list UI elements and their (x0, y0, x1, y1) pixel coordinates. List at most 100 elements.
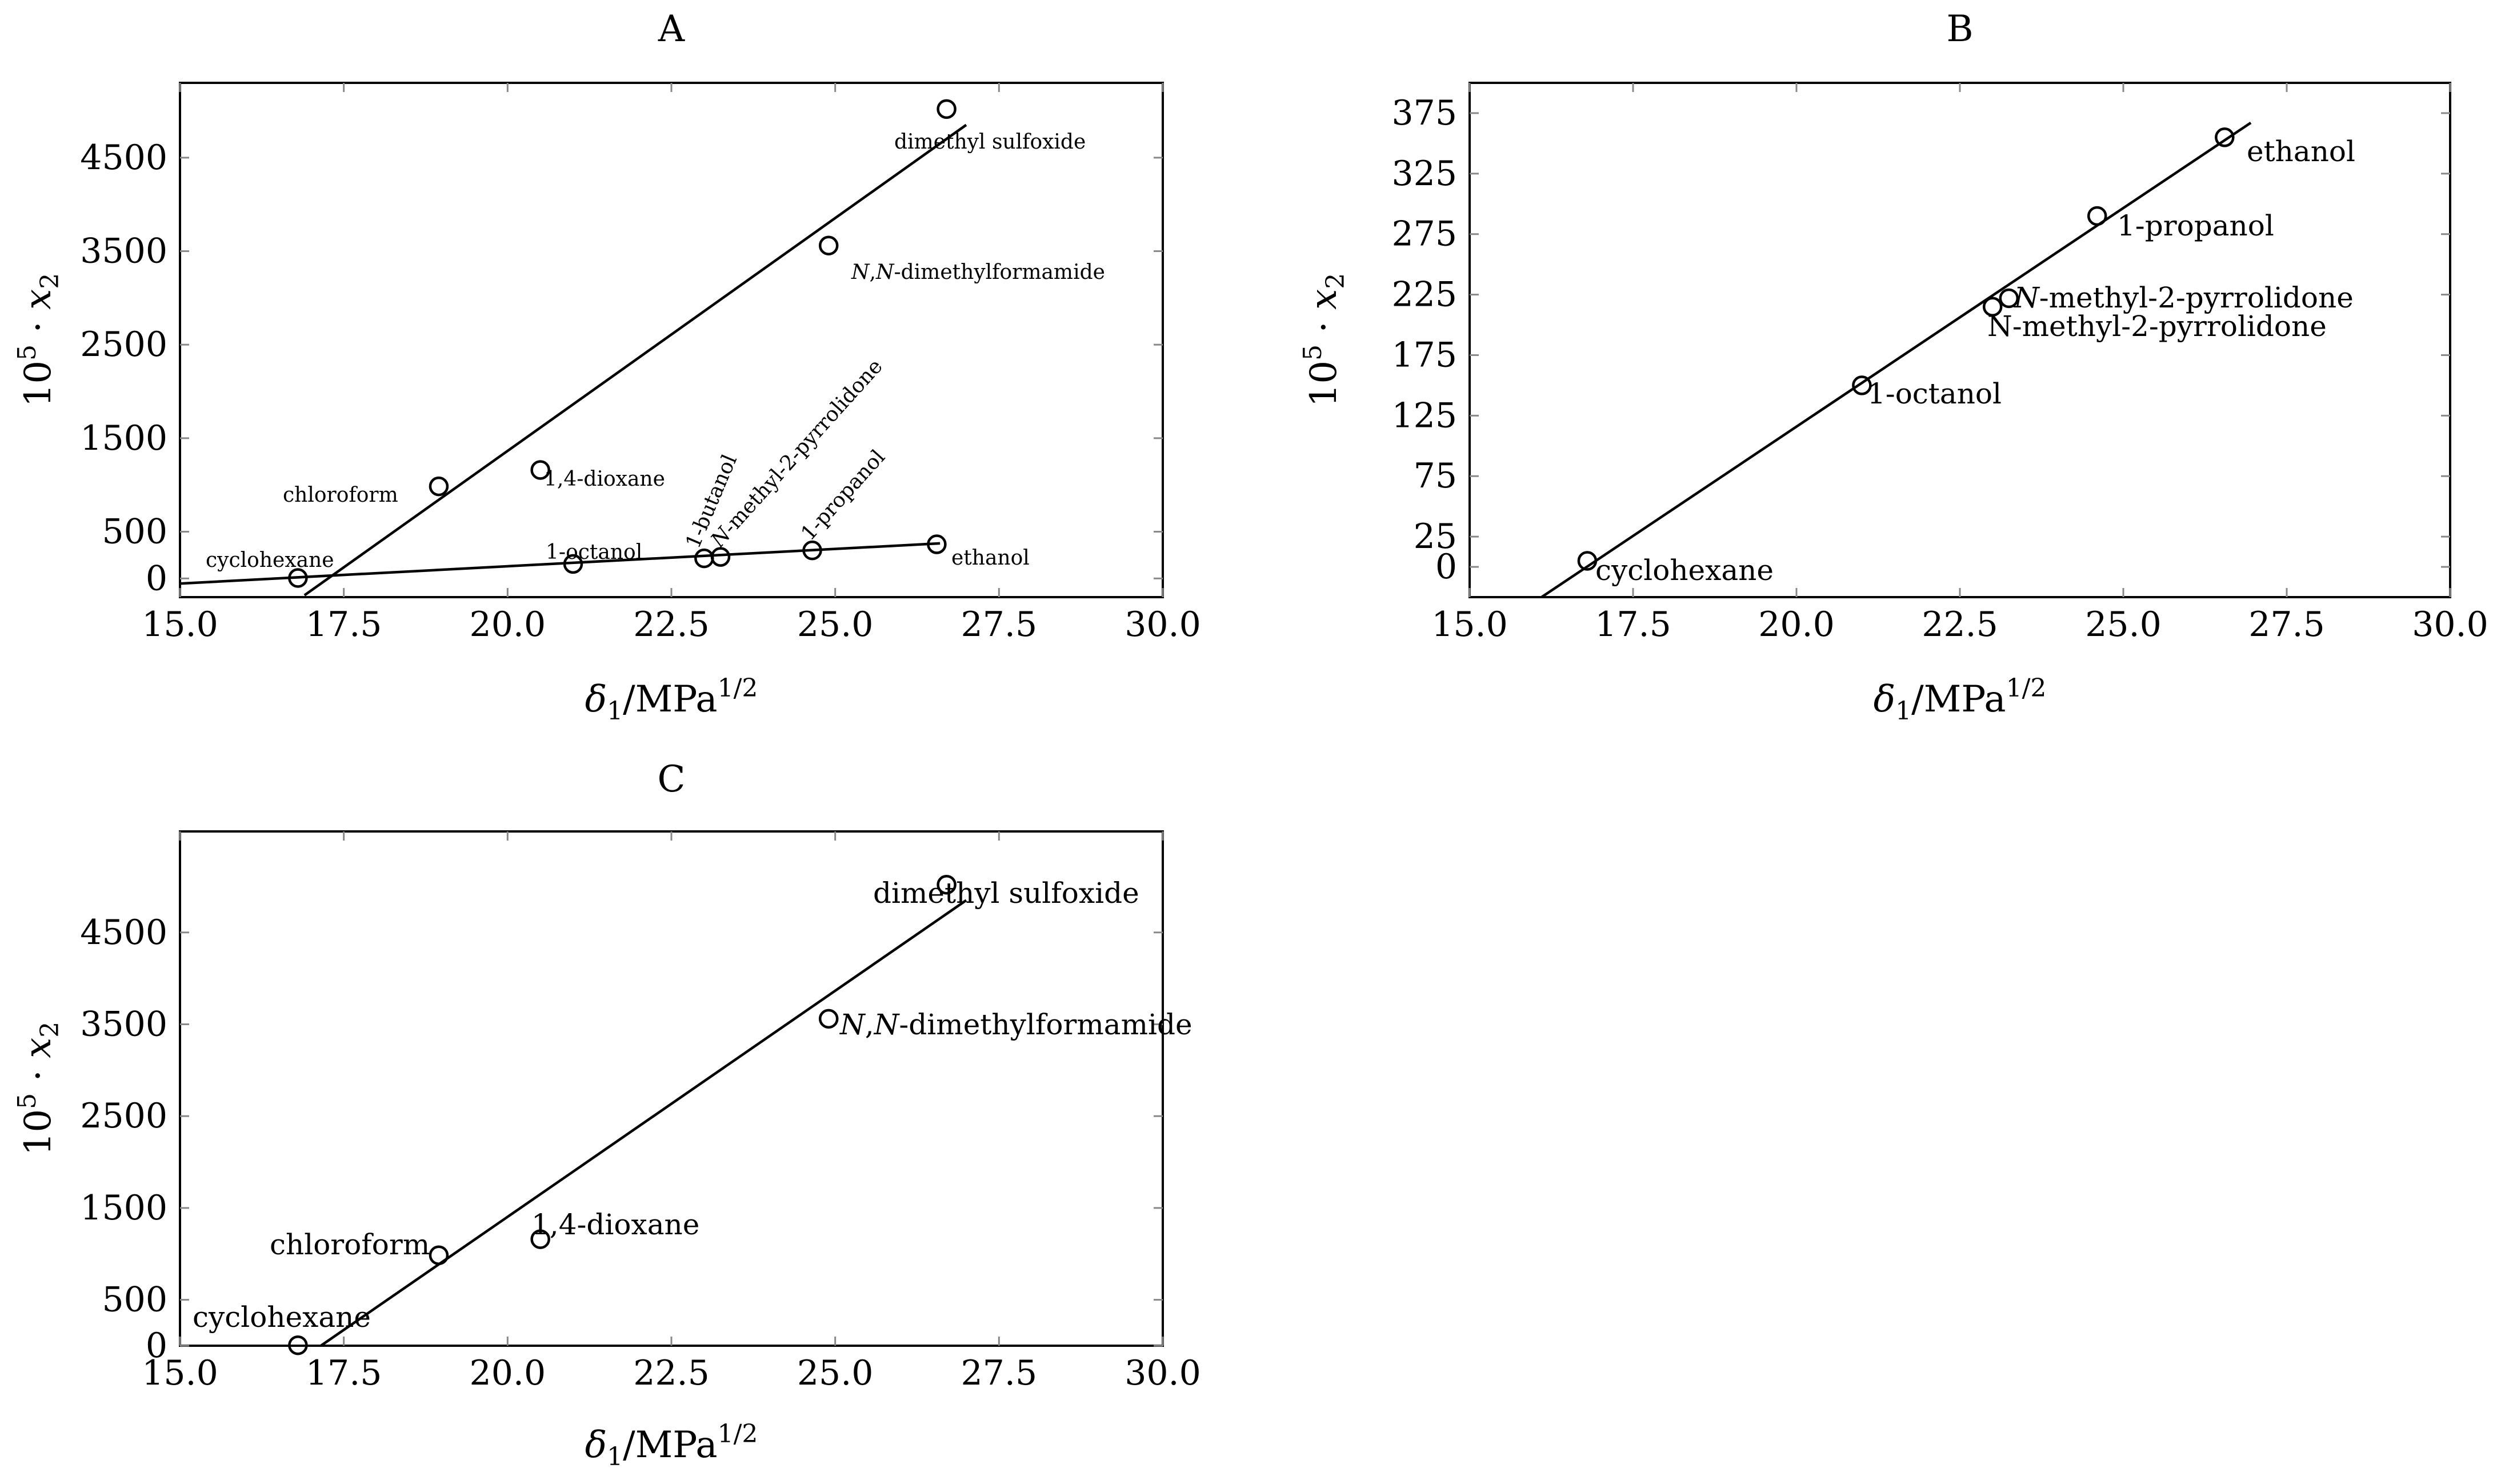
panel-c-label-chloroform: chloroform (270, 1228, 430, 1261)
panel-b-point-cyclohexane (1577, 551, 1598, 571)
panel-b-point-ethanol (2215, 127, 2235, 147)
panel-c-xtick-label: 15.0 (142, 1353, 218, 1393)
panel-c-xtick-label: 17.5 (306, 1353, 382, 1393)
panel-b-point-1-octanol (1852, 375, 1872, 395)
panel-c-point-1-4-dioxane (530, 1229, 550, 1249)
panel-c-point-chloroform (429, 1245, 449, 1265)
panel-b-label-nmp: N-methyl-2-pyrrolidone (2014, 281, 2354, 314)
panel-b-xtick-label: 20.0 (1758, 605, 1835, 645)
panel-a-xtick-label: 22.5 (633, 605, 710, 645)
panel-b-xtick-label: 17.5 (1595, 605, 1671, 645)
panel-b-label-ethanol: ethanol (2247, 135, 2355, 168)
panel-c-xtick-label: 27.5 (961, 1353, 1038, 1393)
panel-c-point-n-n-dimethylformamide (818, 1009, 839, 1029)
panel-c: C 0 500 1500 2500 3500 4500 15.0 17.5 20.0 22.5 2… (13, 758, 1201, 1471)
panel-b-x-axis-label: δ1/MPa1/2 (1874, 674, 2047, 726)
panel-b-point-1-propanol (2087, 206, 2107, 226)
panel-c-label-dimethyl-sulfoxide: dimethyl sulfoxide (873, 877, 1139, 910)
panel-c-xtick-label: 30.0 (1125, 1353, 1201, 1393)
panel-c-label-dmf: N,N-dimethylformamide (839, 1008, 1193, 1041)
panel-b-ytick-label: 75 (1414, 456, 1457, 496)
panel-c-ytick-label: 4500 (80, 913, 167, 953)
panel-a-label-chloroform: chloroform (283, 483, 398, 507)
panel-c-ytick-label: 2500 (80, 1096, 167, 1136)
panel-a-label-dimethyl-sulfoxide: dimethyl sulfoxide (894, 130, 1086, 154)
panel-a-xtick-label: 27.5 (961, 605, 1038, 645)
panel-a-point-cyclohexane (288, 568, 308, 588)
panel-b-y-axis-label: 105 · x2 (1298, 273, 1350, 407)
panel-b-label-1-butanol: N-methyl-2-pyrrolidone (1987, 310, 2327, 343)
panel-a-label-1-octanol: 1-octanol (546, 541, 642, 564)
panel-c-title: C (658, 758, 686, 801)
panel-a-point-1-propanol (802, 540, 822, 561)
panel-c-point-cyclohexane (288, 1335, 308, 1355)
panel-a-label-nmp: N-methyl-2-pyrrolidone (706, 355, 887, 553)
panel-c-ytick-label: 500 (102, 1280, 167, 1320)
panel-b-label-1-octanol: 1-octanol (1867, 377, 2002, 410)
panel-a-point-ethanol (927, 534, 947, 554)
panel-a-y-axis-label: 105 · x2 (13, 273, 65, 407)
panel-a-ytick-label: 500 (102, 511, 167, 551)
panel-b-ytick-label: 325 (1391, 154, 1457, 194)
panel-b-point-1-butanol (1982, 297, 2003, 317)
panel-a-label-cyclohexane: cyclohexane (206, 549, 334, 572)
panel-a-point-n-n-dimethylformamide (818, 235, 839, 255)
panel-c-point-dimethyl-sulfoxide (937, 874, 957, 895)
panel-b-ytick-label: 225 (1391, 275, 1457, 315)
panel-a-xtick-label: 15.0 (142, 605, 218, 645)
panel-a-xtick-label: 30.0 (1125, 605, 1201, 645)
panel-a-xtick-label: 25.0 (797, 605, 874, 645)
panel-b-fit-line-1 (1540, 122, 2252, 598)
panel-a-ytick-label: 0 (146, 558, 167, 598)
panel-a-ytick-label: 2500 (80, 325, 167, 365)
panel-c-xtick-label: 20.0 (470, 1353, 546, 1393)
panel-a-ytick-label: 1500 (80, 418, 167, 458)
panel-a-ytick-label: 3500 (80, 231, 167, 271)
panel-b-label-1-propanol: 1-propanol (2117, 209, 2274, 242)
panel-c-y-axis-label: 105 · x2 (13, 1022, 65, 1156)
panel-c-ytick-label: 1500 (80, 1188, 167, 1228)
panel-b-point-n-methyl-2-pyrrolidone (1999, 288, 2019, 309)
panel-c-x-axis-label: δ1/MPa1/2 (585, 1419, 758, 1471)
panel-a: A 0 500 1500 2500 3500 4500 15.0 17.5 20.0 22.5 2… (13, 8, 1201, 726)
panel-b-ytick-label: 175 (1391, 335, 1457, 375)
panel-b-xtick-label: 22.5 (1922, 605, 1998, 645)
panel-c-label-cyclohexane: cyclohexane (193, 1301, 371, 1334)
panel-a-point-dimethyl-sulfoxide (937, 99, 957, 119)
panel-a-title: A (658, 8, 685, 50)
panel-c-fit-line-1 (320, 899, 967, 1347)
panel-b: B 025 75 125 175 225 275 325 375 15.0 17.5 20.0 22… (1298, 8, 2488, 726)
panel-a-point-chloroform (429, 476, 449, 497)
panel-c-label-dioxane: 1,4-dioxane (531, 1208, 699, 1241)
panel-b-xtick-label: 15.0 (1431, 605, 1508, 645)
panel-a-ytick-label: 4500 (80, 138, 167, 178)
panel-b-ytick-label: 0 (1435, 547, 1457, 587)
panel-a-xtick-label: 17.5 (306, 605, 382, 645)
panel-c-xtick-label: 25.0 (797, 1353, 874, 1393)
panel-b-ytick-label: 375 (1391, 93, 1457, 133)
panel-a-label-1-propanol: 1-propanol (797, 446, 890, 545)
panel-a-point-1-4-dioxane (530, 460, 550, 480)
panel-b-xtick-label: 30.0 (2412, 605, 2488, 645)
panel-a-fit-line-1 (303, 123, 967, 597)
panel-a-point-1-octanol (563, 554, 583, 574)
panel-a-xtick-label: 20.0 (470, 605, 546, 645)
panel-a-x-axis-label: δ1/MPa1/2 (585, 674, 758, 726)
panel-c-ytick-label: 0 (146, 1326, 167, 1366)
panel-b-label-cyclohexane: cyclohexane (1595, 554, 1774, 587)
panel-b-ytick-label: 275 (1391, 214, 1457, 254)
panel-b-ytick-label: 25 (1414, 517, 1457, 557)
panel-a-plot-frame (179, 82, 1164, 598)
panel-a-label-dioxane: 1,4-dioxane (544, 467, 665, 491)
panel-a-point-n-methyl-2-pyrrolidone (710, 547, 731, 567)
panel-c-xtick-label: 22.5 (633, 1353, 710, 1393)
panel-c-ytick-label: 3500 (80, 1005, 167, 1045)
panel-b-title: B (1946, 8, 1973, 50)
panel-b-xtick-label: 25.0 (2085, 605, 2162, 645)
panel-a-label-ethanol: ethanol (951, 546, 1030, 570)
panel-b-xtick-label: 27.5 (2248, 605, 2325, 645)
panel-b-ytick-label: 125 (1391, 395, 1457, 435)
panel-a-point-1-butanol (694, 548, 714, 569)
panel-a-label-dmf: N,N-dimethylformamide (851, 261, 1105, 284)
